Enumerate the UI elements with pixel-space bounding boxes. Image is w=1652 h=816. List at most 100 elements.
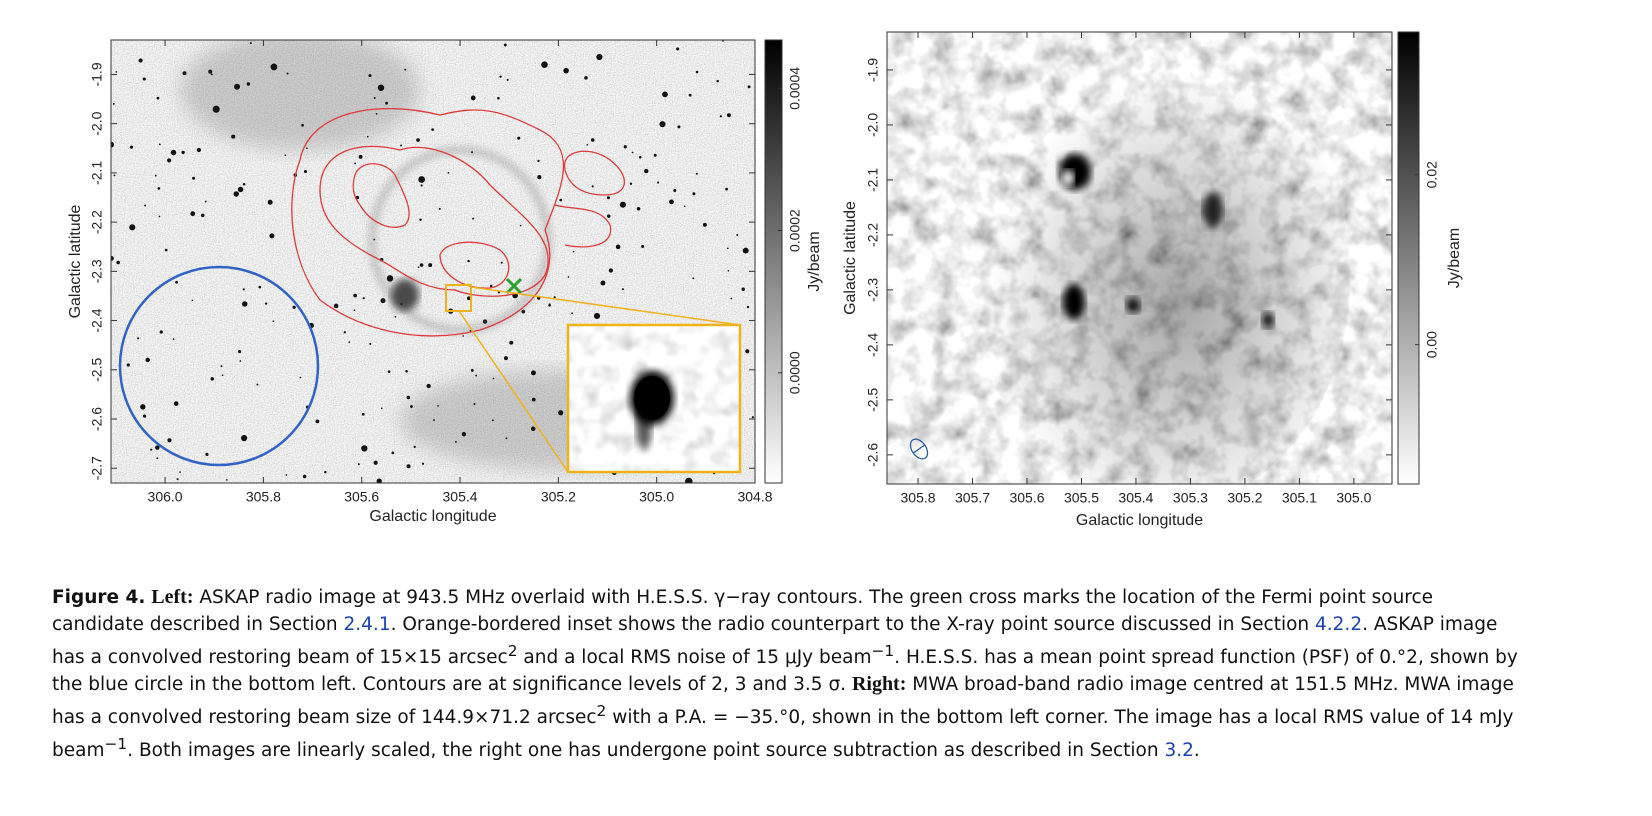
point-source — [417, 266, 420, 269]
point-source — [413, 445, 416, 448]
caption: Figure 4. Left: ASKAP radio image at 943… — [52, 584, 1522, 764]
point-source — [438, 207, 441, 210]
point-source — [730, 297, 733, 300]
point-source — [505, 437, 508, 440]
point-source — [659, 121, 666, 128]
y-tick-label: -2.2 — [865, 223, 881, 247]
point-source — [506, 78, 509, 81]
point-source — [584, 76, 588, 80]
section-link[interactable]: 2.4.1 — [343, 614, 391, 635]
point-source — [144, 204, 147, 207]
point-source — [249, 42, 252, 45]
point-source — [285, 474, 288, 476]
point-source — [641, 245, 645, 249]
colorbar — [764, 39, 783, 484]
superscript: −1 — [104, 735, 128, 754]
y-tick-label: -2.6 — [865, 443, 881, 467]
panel-label: Left: — [151, 586, 194, 608]
point-source — [419, 263, 424, 267]
point-source — [269, 233, 275, 239]
point-source — [182, 71, 187, 76]
point-source — [284, 154, 287, 157]
point-source — [137, 337, 140, 340]
point-source — [673, 189, 677, 193]
point-source — [725, 187, 729, 191]
point-source — [112, 103, 115, 105]
point-source — [361, 445, 368, 452]
x-tick-label: 305.8 — [901, 490, 936, 506]
colorbar-tick-label: 0.0004 — [787, 67, 803, 110]
point-source — [751, 416, 754, 419]
caption-text: MWA broad-band radio image centred at 15… — [52, 674, 1514, 729]
y-tick-label: -2.4 — [865, 333, 881, 357]
point-source — [727, 269, 730, 272]
point-source — [301, 123, 304, 127]
point-source — [695, 70, 699, 74]
point-source — [606, 196, 610, 200]
x-tick-label: 305.0 — [1336, 490, 1371, 506]
point-source — [353, 309, 356, 312]
point-source — [571, 312, 574, 315]
point-source — [745, 349, 750, 354]
diffuse-emission — [180, 40, 420, 150]
point-source — [196, 147, 202, 153]
point-source — [405, 369, 408, 373]
point-source — [157, 187, 161, 190]
point-source — [591, 185, 594, 188]
caption-text: . H.E.S.S. has a mean point spread funct… — [52, 647, 1518, 696]
caption-text: ASKAP radio image at 943.5 MHz overlaid … — [52, 587, 1434, 635]
point-source — [500, 261, 503, 264]
point-source — [586, 143, 589, 146]
point-source — [623, 145, 627, 149]
point-source — [688, 93, 692, 97]
point-source — [126, 363, 130, 367]
point-source — [631, 151, 634, 154]
colorbar-title: Jy/beam — [1446, 228, 1463, 288]
point-source — [190, 211, 196, 217]
x-tick-label: 305.8 — [246, 489, 281, 505]
point-source — [563, 67, 569, 74]
point-source — [113, 174, 116, 177]
point-source — [656, 181, 660, 184]
point-source — [475, 374, 478, 377]
point-source — [644, 168, 649, 174]
point-source — [608, 268, 614, 273]
x-axis-title: Galactic longitude — [369, 508, 496, 525]
colorbar-tick-label: 0.0000 — [787, 351, 803, 394]
point-source — [394, 316, 397, 318]
point-source — [129, 145, 134, 149]
point-source — [636, 206, 641, 211]
point-source — [702, 222, 707, 227]
point-source — [242, 288, 245, 291]
section-link[interactable]: 4.2.2 — [1315, 614, 1363, 635]
point-source — [333, 303, 339, 309]
point-source — [239, 360, 242, 362]
x-tick-label: 304.8 — [737, 489, 772, 505]
point-source — [454, 440, 457, 443]
point-source — [428, 263, 433, 268]
point-source — [246, 82, 251, 86]
point-source — [221, 374, 224, 376]
point-source — [470, 368, 474, 372]
point-source — [741, 287, 745, 291]
point-source — [155, 445, 160, 450]
section-link[interactable]: 3.2 — [1164, 740, 1194, 762]
point-source — [238, 350, 242, 354]
point-source — [366, 135, 369, 138]
point-source — [716, 79, 719, 83]
y-tick-label: -2.5 — [89, 358, 105, 382]
point-source — [258, 285, 262, 289]
overlays — [909, 50, 1350, 484]
point-source — [256, 383, 259, 386]
point-source — [343, 331, 346, 334]
superscript: −1 — [871, 642, 895, 660]
plot-frame — [110, 39, 756, 484]
point-source — [154, 174, 157, 177]
point-source — [482, 319, 488, 324]
point-source — [111, 256, 114, 261]
y-tick-label: -2.1 — [89, 161, 105, 185]
x-tick-label: 305.5 — [1064, 490, 1099, 506]
point-source — [747, 85, 751, 89]
point-source — [590, 138, 595, 142]
point-source — [537, 175, 542, 180]
